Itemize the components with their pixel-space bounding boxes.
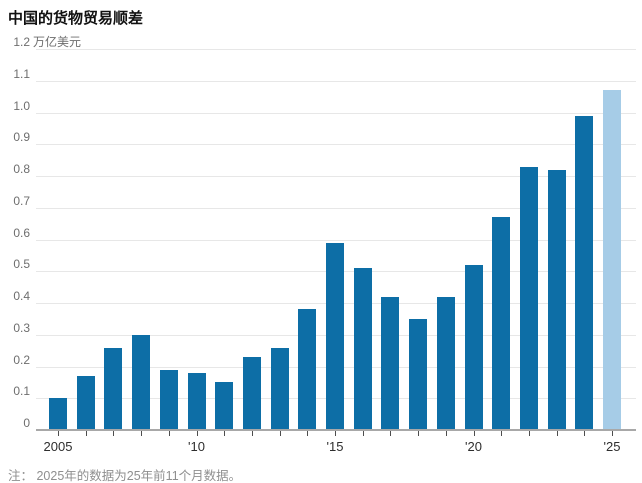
x-axis-label-15: '15	[326, 439, 344, 454]
bar-2021	[492, 217, 511, 430]
bar-2006	[76, 376, 95, 430]
gridline-0.8	[36, 176, 636, 177]
x-axis-line	[36, 429, 636, 431]
gridline-0.7	[36, 207, 636, 209]
y-axis-label-0.5: 0.5	[13, 257, 30, 272]
y-axis-label-1.2: 1.2	[13, 35, 30, 49]
bar-2012	[242, 357, 261, 430]
y-axis-label-0.9: 0.9	[13, 130, 30, 145]
bar-2025	[603, 90, 621, 430]
x-tick-2005	[58, 431, 59, 436]
x-tick-2008	[141, 431, 143, 436]
bar-2005	[49, 398, 67, 430]
x-tick-2014	[307, 431, 309, 436]
x-tick-2024	[584, 431, 586, 436]
bar-2007	[104, 347, 123, 430]
bar-2009	[159, 369, 178, 430]
y-axis-label-0.1: 0.1	[13, 384, 30, 399]
x-axis-label-20: '20	[465, 439, 482, 454]
y-axis-label-1.0: 1.0	[13, 98, 30, 113]
x-tick-2022	[528, 431, 530, 436]
gridline-0.6	[36, 239, 636, 241]
bar-2014	[298, 309, 317, 430]
x-axis-label-2005: 2005	[43, 439, 73, 454]
y-axis-label-0.7: 0.7	[13, 193, 30, 208]
x-tick-2010	[196, 431, 198, 436]
x-tick-2023	[556, 431, 558, 436]
bar-2022	[519, 166, 538, 430]
bar-2015	[326, 242, 344, 430]
y-axis-label-0: 0	[23, 416, 30, 430]
gridline-1.1	[36, 80, 636, 82]
x-tick-2006	[85, 431, 87, 436]
chart-footnote: 注： 2025年的数据为25年前11个月数据。	[8, 469, 242, 483]
x-tick-2015	[335, 431, 336, 436]
bar-2010	[187, 372, 206, 430]
x-tick-2013	[279, 431, 281, 436]
x-tick-2019	[445, 431, 447, 436]
bar-2017	[381, 296, 400, 430]
x-tick-2016	[362, 431, 364, 436]
y-axis-label-1.1: 1.1	[13, 66, 30, 81]
gridline-0.9	[36, 144, 636, 146]
bar-2019	[436, 296, 455, 430]
x-tick-2011	[224, 431, 226, 436]
x-axis-label-10: '10	[188, 439, 205, 454]
bar-2013	[270, 347, 289, 430]
bar-2018	[409, 318, 428, 430]
x-tick-2017	[390, 431, 392, 436]
x-tick-2020	[473, 431, 475, 436]
y-axis-label-0.2: 0.2	[13, 352, 30, 367]
y-axis-label-0.3: 0.3	[13, 320, 30, 335]
x-tick-2009	[168, 431, 170, 436]
bar-chart-plot-area	[36, 49, 636, 431]
gridline-1.0	[36, 112, 636, 114]
y-axis-label-0.8: 0.8	[13, 162, 30, 176]
x-tick-2021	[501, 431, 503, 436]
bar-2016	[353, 268, 372, 430]
y-axis-label-0.4: 0.4	[13, 289, 30, 303]
bar-2023	[547, 169, 566, 430]
bar-2024	[575, 115, 594, 430]
x-tick-2007	[113, 431, 115, 436]
x-axis-label-25: '25	[603, 439, 621, 454]
x-tick-2012	[251, 431, 253, 436]
gridline-1.2	[36, 49, 636, 50]
bar-2008	[132, 334, 151, 430]
bar-2020	[464, 264, 483, 430]
x-tick-2025	[612, 431, 613, 436]
y-axis-label-0.6: 0.6	[13, 225, 30, 240]
x-tick-2018	[418, 431, 420, 436]
chart-title: 中国的货物贸易顺差	[8, 10, 144, 27]
y-axis-unit-label: 万亿美元	[33, 36, 85, 49]
bar-2011	[215, 382, 234, 430]
